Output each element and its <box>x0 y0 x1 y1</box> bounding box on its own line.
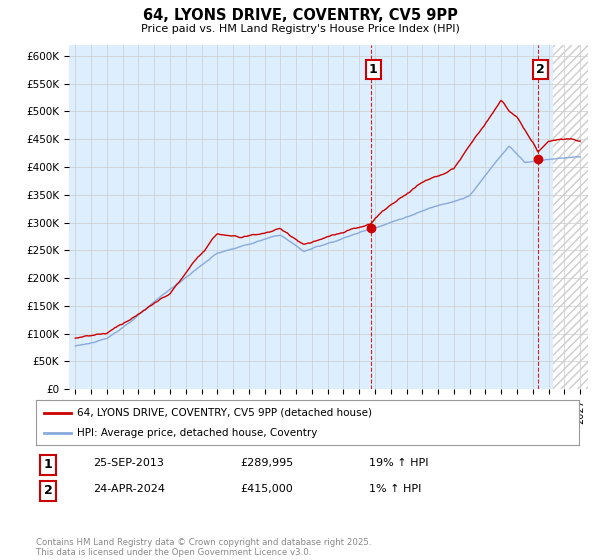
Text: 2: 2 <box>44 484 52 497</box>
Bar <box>553 45 588 389</box>
Text: 25-SEP-2013: 25-SEP-2013 <box>93 458 164 468</box>
Text: 2: 2 <box>536 63 545 76</box>
Text: £415,000: £415,000 <box>240 484 293 494</box>
Text: 1% ↑ HPI: 1% ↑ HPI <box>369 484 421 494</box>
Text: 24-APR-2024: 24-APR-2024 <box>93 484 165 494</box>
Text: £289,995: £289,995 <box>240 458 293 468</box>
Text: 64, LYONS DRIVE, COVENTRY, CV5 9PP (detached house): 64, LYONS DRIVE, COVENTRY, CV5 9PP (deta… <box>77 408 372 418</box>
Bar <box>553 45 588 389</box>
Text: 19% ↑ HPI: 19% ↑ HPI <box>369 458 428 468</box>
Text: 64, LYONS DRIVE, COVENTRY, CV5 9PP: 64, LYONS DRIVE, COVENTRY, CV5 9PP <box>143 8 457 24</box>
Text: HPI: Average price, detached house, Coventry: HPI: Average price, detached house, Cove… <box>77 428 317 438</box>
Text: 1: 1 <box>369 63 377 76</box>
Text: 1: 1 <box>44 458 52 471</box>
Text: Contains HM Land Registry data © Crown copyright and database right 2025.
This d: Contains HM Land Registry data © Crown c… <box>36 538 371 557</box>
Text: Price paid vs. HM Land Registry's House Price Index (HPI): Price paid vs. HM Land Registry's House … <box>140 24 460 34</box>
